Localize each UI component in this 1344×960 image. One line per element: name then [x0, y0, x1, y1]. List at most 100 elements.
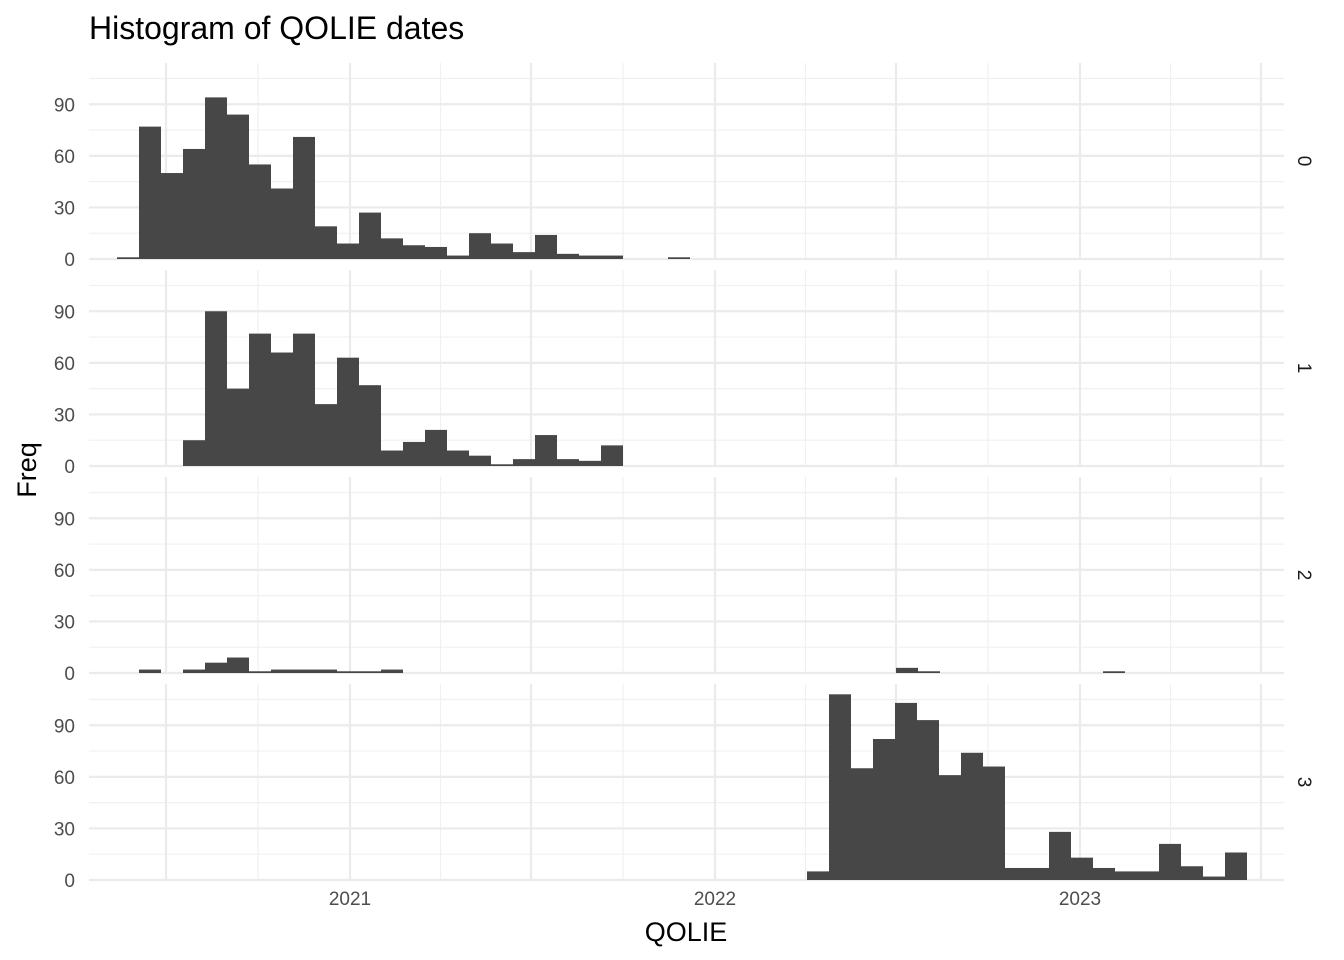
y-tick-label: 30: [54, 198, 75, 219]
y-tick-label: 0: [64, 664, 75, 685]
histogram-bar: [1203, 876, 1225, 880]
histogram-bar: [1049, 831, 1071, 880]
facet-strip-label: 1: [1293, 363, 1314, 374]
histogram-bar: [447, 255, 469, 259]
histogram-bar: [513, 252, 535, 259]
y-tick-label: 60: [54, 354, 75, 375]
histogram-bar: [293, 333, 315, 466]
y-tick-label: 0: [64, 457, 75, 478]
histogram-bar: [381, 669, 403, 673]
histogram-bar: [337, 243, 359, 259]
histogram-bar: [271, 188, 293, 259]
histogram-bar: [939, 775, 961, 880]
y-tick-label: 60: [54, 147, 75, 168]
histogram-bar: [381, 238, 403, 259]
x-tick-label: 2022: [694, 889, 736, 910]
histogram-bar: [337, 671, 359, 673]
histogram-bar: [983, 766, 1005, 880]
facet-strip-label: 0: [1293, 156, 1314, 167]
facet-strips: 0 1 2 3: [1293, 156, 1314, 788]
y-tick-label: 60: [54, 561, 75, 582]
histogram-bar: [961, 752, 983, 880]
histogram-bar: [469, 455, 491, 466]
facet-strip-label: 3: [1293, 777, 1314, 788]
histogram-bar: [249, 671, 271, 673]
histogram-bar: [1159, 843, 1181, 880]
histogram-bar: [139, 126, 161, 259]
histogram-bar: [271, 352, 293, 466]
bars-layer: [117, 97, 1247, 880]
histogram-bar: [425, 429, 447, 466]
x-axis-ticks: 2021 2022 2023: [329, 889, 1101, 910]
y-axis-title: Freq: [12, 442, 42, 498]
histogram-bar: [1027, 867, 1049, 880]
histogram-bar: [293, 136, 315, 259]
histogram-bar: [139, 669, 161, 673]
histogram-bar: [447, 450, 469, 466]
histogram-bar: [1137, 871, 1159, 880]
histogram-bar: [183, 148, 205, 259]
y-tick-label: 90: [54, 95, 75, 116]
histogram-bar: [205, 662, 227, 673]
histogram-bar: [895, 702, 917, 880]
chart-title: Histogram of QOLIE dates: [89, 10, 464, 46]
histogram-bar: [271, 669, 293, 673]
histogram-bar: [851, 768, 873, 880]
y-tick-label: 90: [54, 302, 75, 323]
histogram-bar: [579, 460, 601, 466]
histogram-bar: [161, 173, 183, 259]
y-tick-label: 90: [54, 716, 75, 737]
histogram-bar: [917, 720, 939, 880]
histogram-bar: [249, 164, 271, 259]
histogram-bar: [205, 97, 227, 260]
histogram-bar: [359, 671, 381, 673]
histogram-bar: [535, 435, 557, 466]
y-tick-label: 30: [54, 819, 75, 840]
y-axis-ticks: 0 30 60 90 0 30 60 90 0 30 60 90 0 30 60 90: [54, 95, 75, 892]
histogram-bar: [227, 388, 249, 466]
histogram-bar: [183, 669, 205, 673]
histogram-bar: [557, 253, 579, 259]
histogram-bar: [205, 311, 227, 466]
histogram-bar: [183, 440, 205, 466]
histogram-bar: [807, 871, 829, 880]
histogram-bar: [227, 114, 249, 259]
histogram-bar: [1093, 867, 1115, 880]
histogram-bar: [381, 450, 403, 466]
histogram-bar: [359, 212, 381, 259]
histogram-bar: [117, 257, 139, 259]
histogram-bar: [579, 255, 601, 259]
histogram-bar: [535, 234, 557, 259]
histogram-bar: [1225, 852, 1247, 880]
histogram-bar: [249, 333, 271, 466]
histogram-bar: [1005, 867, 1027, 880]
y-tick-label: 0: [64, 250, 75, 271]
histogram-bar: [513, 459, 535, 466]
histogram-bar: [359, 385, 381, 466]
x-tick-label: 2021: [329, 889, 371, 910]
histogram-bar: [601, 445, 623, 466]
y-tick-label: 30: [54, 405, 75, 426]
histogram-bar: [337, 357, 359, 466]
y-tick-label: 60: [54, 768, 75, 789]
histogram-bar: [668, 257, 690, 259]
y-tick-label: 30: [54, 612, 75, 633]
y-tick-label: 90: [54, 509, 75, 530]
histogram-bar: [829, 694, 851, 880]
histogram-bar: [491, 464, 513, 466]
facet-strip-label: 2: [1293, 570, 1314, 581]
histogram-bar: [557, 459, 579, 466]
histogram-bar: [315, 404, 337, 466]
histogram-bar: [293, 669, 315, 673]
histogram-bar: [1115, 871, 1137, 880]
histogram-bar: [469, 233, 491, 259]
histogram-bar: [425, 246, 447, 259]
histogram-bar: [1103, 671, 1125, 673]
histogram-bar: [403, 441, 425, 466]
histogram-bar: [918, 671, 940, 673]
histogram-bar: [1181, 866, 1203, 880]
histogram-bar: [601, 255, 623, 259]
histogram-bar: [315, 669, 337, 673]
histogram-bar: [315, 226, 337, 259]
